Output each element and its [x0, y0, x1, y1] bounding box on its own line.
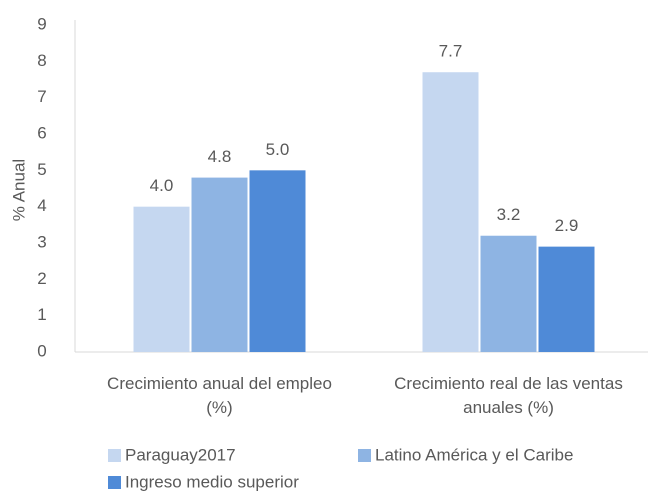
bar — [422, 72, 479, 352]
y-tick-label: 6 — [37, 123, 46, 142]
data-label: 5.0 — [266, 140, 290, 159]
data-label: 7.7 — [439, 42, 463, 61]
data-label: 3.2 — [497, 205, 521, 224]
bar — [191, 177, 248, 352]
y-tick-label: 9 — [37, 14, 46, 33]
legend-swatch — [108, 449, 121, 462]
legend-label: Latino América y el Caribe — [375, 445, 573, 464]
data-label: 4.0 — [150, 176, 174, 195]
data-label: 4.8 — [208, 147, 232, 166]
y-tick-label: 3 — [37, 232, 46, 251]
bar — [480, 235, 537, 352]
legend-swatch — [108, 476, 121, 489]
bar — [538, 246, 595, 352]
y-tick-label: 0 — [37, 341, 46, 360]
y-tick-label: 7 — [37, 87, 46, 106]
bar — [249, 170, 306, 352]
y-axis-label: % Anual — [9, 159, 28, 221]
data-label: 2.9 — [555, 216, 579, 235]
x-tick-label: Crecimiento anual del empleo (%) — [107, 374, 332, 417]
legend-label: Ingreso medio superior — [125, 472, 299, 491]
x-tick-label: Crecimiento real de las ventas anuales (… — [394, 374, 623, 417]
y-tick-label: 8 — [37, 51, 46, 70]
legend-swatch — [358, 449, 371, 462]
y-tick-label: 4 — [37, 196, 46, 215]
legend-label: Paraguay2017 — [125, 445, 236, 464]
y-tick-label: 2 — [37, 269, 46, 288]
y-tick-label: 5 — [37, 160, 46, 179]
y-tick-label: 1 — [37, 305, 46, 324]
bar — [133, 206, 190, 352]
